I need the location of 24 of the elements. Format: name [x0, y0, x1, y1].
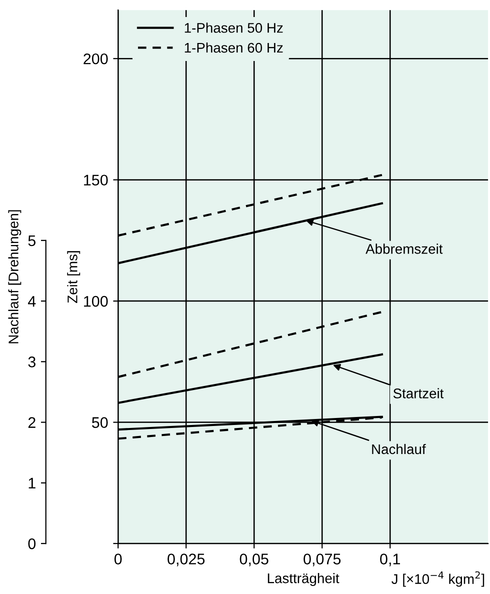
annotation: Nachlauf — [372, 444, 426, 454]
y2-tick-label: 2 — [28, 417, 36, 428]
text: J [×10$^{−4}$ kgm$^{2}$] — [392, 571, 484, 587]
y2-tick-label: 1 — [28, 478, 36, 488]
y-axis-title: Zeit [ms] — [67, 251, 80, 303]
x-tick-label: 0,075 — [304, 554, 341, 566]
y2-tick-label: 3 — [28, 356, 36, 368]
x-tick-label: 0,1 — [380, 554, 400, 566]
y-tick-label: 100 — [84, 296, 108, 307]
annotation: Startzeit — [393, 388, 444, 398]
y2-tick-label: 4 — [28, 296, 36, 307]
y2-axis-title: Nachlauf [Drehungen] — [8, 210, 22, 344]
x-axis-title: Lastträgheit — [268, 573, 340, 586]
x-tick-label: 0 — [114, 554, 122, 564]
y-tick-label: 200 — [84, 53, 108, 64]
y2-tick-label: 0 — [28, 538, 36, 550]
legend-label: 1-Phasen 60 Hz — [184, 42, 283, 53]
annotation: Abbremszeit — [366, 244, 443, 254]
x-tick-label: 0,05 — [240, 554, 268, 566]
y2-tick-label: 5 — [28, 235, 36, 246]
x-tick-label: 0,025 — [168, 554, 205, 566]
y-tick-label: 150 — [84, 174, 108, 186]
y-tick-label: 50 — [92, 417, 108, 428]
legend-label: 1-Phasen 50 Hz — [184, 22, 283, 33]
